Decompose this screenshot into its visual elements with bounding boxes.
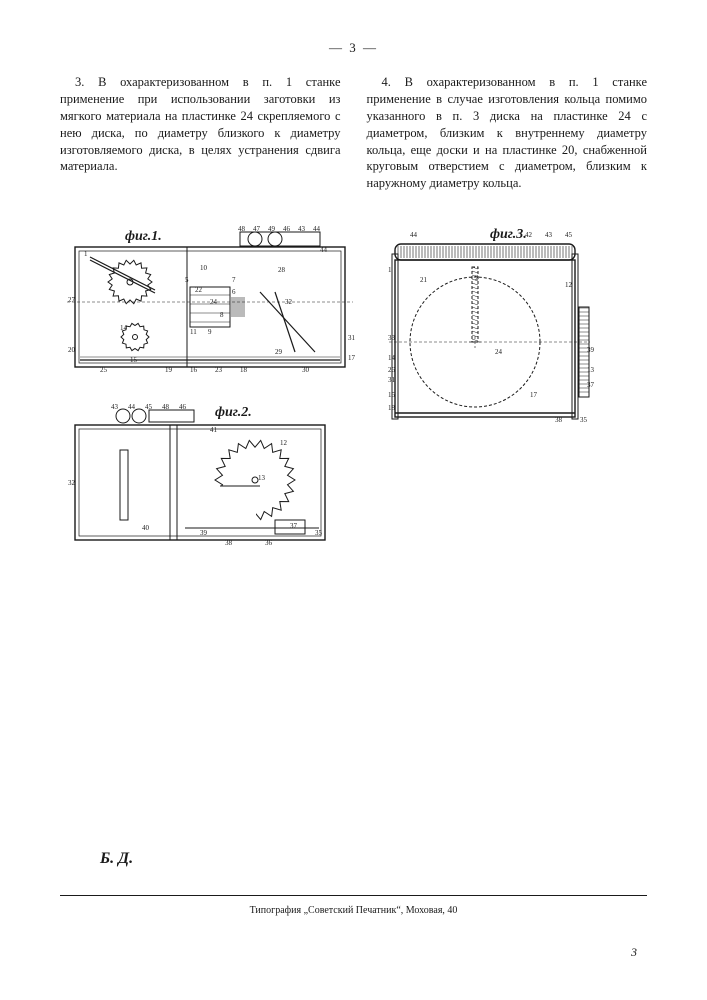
svg-text:12: 12 xyxy=(280,439,288,447)
svg-text:32: 32 xyxy=(285,298,293,306)
svg-text:35: 35 xyxy=(580,416,588,424)
svg-text:33: 33 xyxy=(388,334,396,342)
svg-text:28: 28 xyxy=(278,266,286,274)
svg-text:37: 37 xyxy=(290,522,298,530)
column-left: 3. В охарактеризованном в п. 1 станке пр… xyxy=(60,74,341,192)
svg-text:18: 18 xyxy=(240,366,248,374)
svg-text:12: 12 xyxy=(565,281,573,289)
svg-text:26: 26 xyxy=(388,366,396,374)
svg-text:29: 29 xyxy=(275,348,283,356)
svg-text:17: 17 xyxy=(530,391,538,399)
svg-text:38: 38 xyxy=(225,539,233,547)
svg-text:36: 36 xyxy=(265,539,273,547)
svg-text:40: 40 xyxy=(142,524,150,532)
svg-text:39: 39 xyxy=(200,529,208,537)
svg-text:43: 43 xyxy=(298,225,306,233)
text-columns: 3. В охарактеризованном в п. 1 станке пр… xyxy=(60,74,647,192)
figure-3: фиг.3. 444243451212123314263115182439133… xyxy=(380,222,610,432)
svg-text:20: 20 xyxy=(68,346,76,354)
page: — 3 — 3. В охарактеризованном в п. 1 ста… xyxy=(0,0,707,1000)
column-right: 4. В охарактеризованном в п. 1 станке пр… xyxy=(367,74,648,192)
svg-text:41: 41 xyxy=(210,426,218,434)
svg-text:7: 7 xyxy=(232,276,236,284)
page-number: — 3 — xyxy=(60,40,647,56)
stray-mark: 3 xyxy=(631,945,637,960)
svg-text:38: 38 xyxy=(555,416,563,424)
svg-text:15: 15 xyxy=(388,391,396,399)
footer-rule xyxy=(60,895,647,896)
svg-text:31: 31 xyxy=(348,334,356,342)
svg-text:1: 1 xyxy=(388,266,392,274)
svg-text:46: 46 xyxy=(179,403,187,411)
svg-text:24: 24 xyxy=(210,298,218,306)
svg-text:48: 48 xyxy=(238,225,246,233)
svg-text:6: 6 xyxy=(232,288,236,296)
svg-text:48: 48 xyxy=(162,403,170,411)
svg-text:42: 42 xyxy=(525,231,533,239)
signature: Б. Д. xyxy=(100,850,133,868)
svg-text:21: 21 xyxy=(420,276,428,284)
fig1-label: фиг.1. xyxy=(125,229,162,244)
figures-left-col: фиг.1. 48 47 49 46 43 44 1 27 20 10 28 7 6 32 31 17 30 29… xyxy=(60,222,360,555)
svg-text:5: 5 xyxy=(185,276,189,284)
footer-imprint: Типография „Советский Печатник“, Моховая… xyxy=(0,905,707,916)
svg-text:22: 22 xyxy=(195,286,203,294)
svg-text:30: 30 xyxy=(302,366,310,374)
svg-text:23: 23 xyxy=(215,366,223,374)
svg-text:49: 49 xyxy=(268,225,276,233)
svg-text:44: 44 xyxy=(410,231,418,239)
svg-text:27: 27 xyxy=(68,296,76,304)
svg-text:46: 46 xyxy=(283,225,291,233)
paragraph-4: 4. В охарактеризованном в п. 1 станке пр… xyxy=(367,74,648,192)
svg-text:47: 47 xyxy=(253,225,261,233)
svg-text:16: 16 xyxy=(190,366,198,374)
svg-text:44: 44 xyxy=(128,403,136,411)
svg-text:44: 44 xyxy=(320,246,328,254)
svg-text:43: 43 xyxy=(111,403,119,411)
svg-text:13: 13 xyxy=(258,474,266,482)
svg-text:39: 39 xyxy=(587,346,595,354)
svg-text:43: 43 xyxy=(545,231,553,239)
svg-text:8: 8 xyxy=(220,311,224,319)
svg-text:25: 25 xyxy=(100,366,108,374)
svg-text:15: 15 xyxy=(130,356,138,364)
svg-text:14: 14 xyxy=(120,324,128,332)
paragraph-3: 3. В охарактеризованном в п. 1 станке пр… xyxy=(60,74,341,175)
svg-text:44: 44 xyxy=(313,225,321,233)
svg-text:14: 14 xyxy=(388,354,396,362)
svg-text:18: 18 xyxy=(388,404,396,412)
svg-text:24: 24 xyxy=(495,348,503,356)
svg-text:45: 45 xyxy=(145,403,153,411)
figures-row: фиг.1. 484749464344127201028763231173029… xyxy=(60,222,647,555)
svg-text:9: 9 xyxy=(208,328,212,336)
svg-text:2: 2 xyxy=(475,274,479,282)
svg-text:45: 45 xyxy=(565,231,573,239)
svg-text:17: 17 xyxy=(348,354,356,362)
figure-1: фиг.1. 48 47 49 46 43 44 1 27 20 10 28 7 6 32 31 17 30 29… xyxy=(60,222,360,382)
svg-text:37: 37 xyxy=(587,381,595,389)
svg-text:1: 1 xyxy=(84,250,88,258)
fig2-label: фиг.2. xyxy=(215,405,252,420)
svg-text:10: 10 xyxy=(200,264,208,272)
svg-text:11: 11 xyxy=(190,328,197,336)
svg-text:13: 13 xyxy=(587,366,595,374)
figure-2: фиг.2. 43 44 45 48 46 41 12 13 32 40 39 38 36 37 35 xyxy=(60,400,360,555)
svg-text:19: 19 xyxy=(165,366,173,374)
fig3-label: фиг.3. xyxy=(490,227,527,242)
svg-text:31: 31 xyxy=(388,376,396,384)
svg-text:32: 32 xyxy=(68,479,76,487)
svg-text:35: 35 xyxy=(315,529,323,537)
